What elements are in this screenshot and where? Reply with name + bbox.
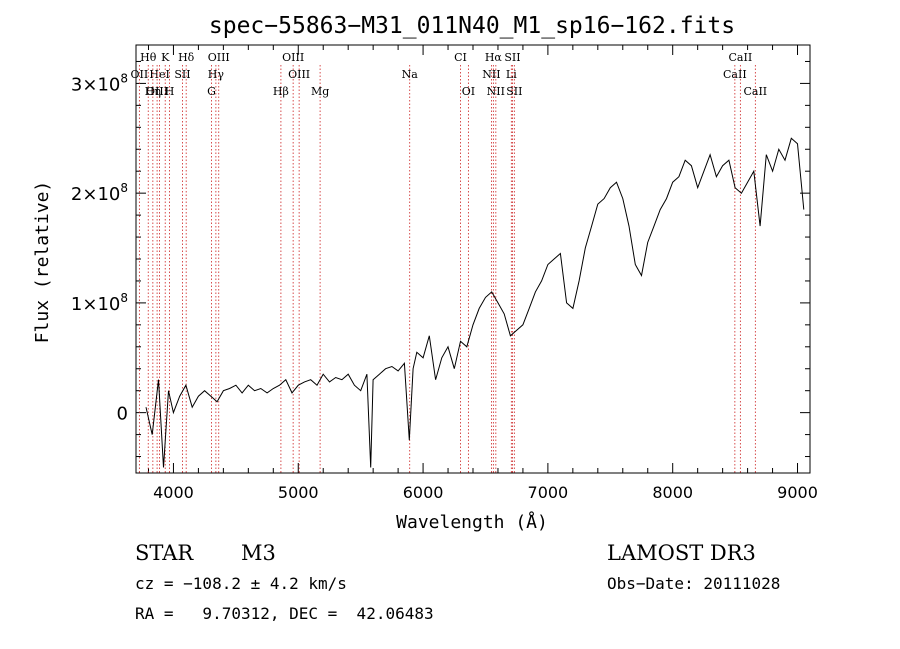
x-axis-label: Wavelength (Å) bbox=[396, 511, 548, 533]
y-tick-label: 1×108 bbox=[71, 291, 128, 315]
y-axis-ticks: 0 1×108 2×108 3×108 bbox=[71, 60, 810, 458]
line-marker-label: OIII bbox=[146, 85, 168, 98]
line-marker-label: SII bbox=[506, 85, 522, 98]
line-marker-label: OII bbox=[131, 68, 149, 81]
line-marker-label: Hβ bbox=[273, 85, 289, 98]
chart-title: spec−55863−M31_011N40_M1_sp16−162.fits bbox=[209, 13, 735, 39]
line-marker-label: NII bbox=[487, 85, 505, 98]
y-tick-label: 3×108 bbox=[71, 71, 128, 95]
y-tick-label: 0 bbox=[117, 404, 128, 425]
coordinates: RA = 9.70312, DEC = 42.06483 bbox=[135, 604, 434, 623]
y-axis-label: Flux (relative) bbox=[32, 181, 53, 344]
x-tick-label: 5000 bbox=[278, 483, 319, 502]
x-tick-label: 6000 bbox=[403, 483, 444, 502]
line-marker-label: SII bbox=[504, 51, 520, 64]
x-axis-ticks: 4000 5000 6000 7000 8000 9000 bbox=[147, 45, 818, 502]
object-class: STAR bbox=[135, 541, 194, 565]
object-subclass: M3 bbox=[241, 541, 276, 565]
line-marker-label: Mg bbox=[311, 85, 329, 98]
line-marker-label: OIII bbox=[282, 51, 304, 64]
spectrum-line bbox=[145, 137, 805, 468]
line-marker-label: G bbox=[207, 85, 216, 98]
survey-name: LAMOST DR3 bbox=[607, 541, 756, 565]
x-tick-label: 4000 bbox=[153, 483, 194, 502]
spectrum-series bbox=[145, 137, 805, 468]
line-marker-label: HeI bbox=[149, 68, 169, 81]
line-marker-label: Na bbox=[402, 68, 419, 81]
line-marker-label: Hα bbox=[485, 51, 503, 64]
line-marker-label: H bbox=[165, 85, 175, 98]
redshift-info: cz = −108.2 ± 4.2 km/s bbox=[135, 574, 347, 593]
line-marker-label: NII bbox=[482, 68, 500, 81]
line-marker-label: Hδ bbox=[178, 51, 195, 64]
line-marker-label: OI bbox=[462, 85, 475, 98]
x-tick-label: 7000 bbox=[528, 483, 569, 502]
y-tick-label: 2×108 bbox=[71, 181, 128, 205]
line-marker-label: OIII bbox=[208, 51, 230, 64]
x-tick-label: 9000 bbox=[777, 483, 818, 502]
plot-frame bbox=[135, 44, 811, 474]
line-marker-label: K bbox=[161, 51, 170, 64]
x-tick-label: 8000 bbox=[652, 483, 693, 502]
line-marker-label: CaII bbox=[729, 51, 753, 64]
line-marker-label: Hγ bbox=[208, 68, 225, 81]
line-marker-label: SII bbox=[174, 68, 190, 81]
line-marker-label: Li bbox=[506, 68, 517, 81]
line-marker-label: OIII bbox=[288, 68, 310, 81]
line-marker-label: CI bbox=[454, 51, 467, 64]
line-marker-label: CaII bbox=[723, 68, 747, 81]
obs-date: Obs−Date: 20111028 bbox=[607, 574, 780, 593]
line-marker-label: CaII bbox=[743, 85, 767, 98]
line-marker-label: Hη bbox=[145, 85, 161, 98]
line-marker-label: Hθ bbox=[140, 51, 157, 64]
